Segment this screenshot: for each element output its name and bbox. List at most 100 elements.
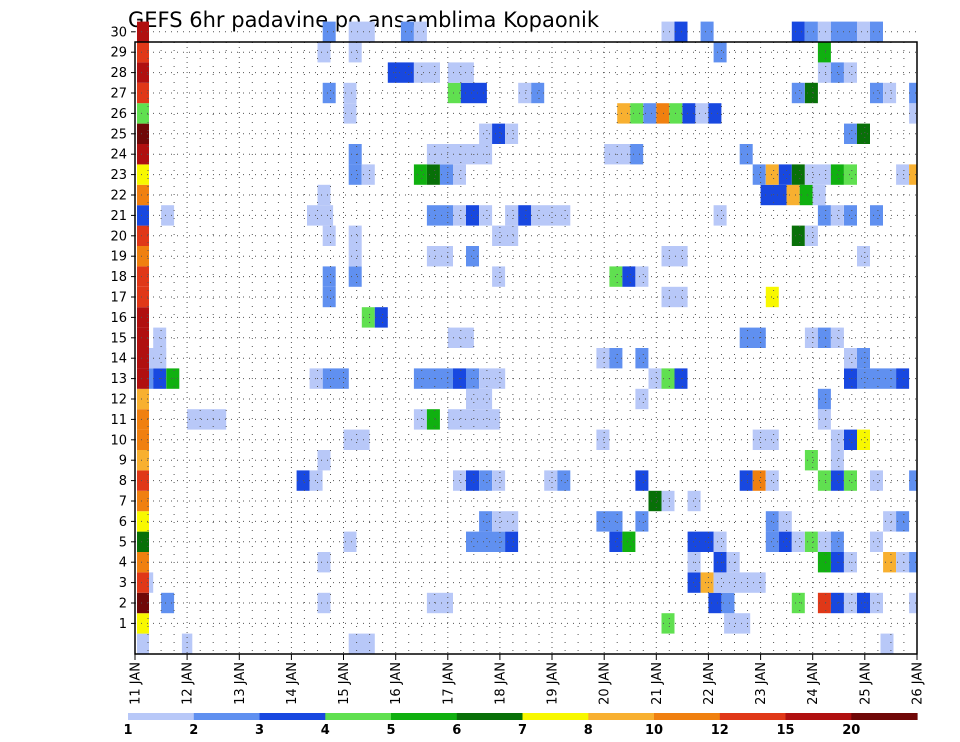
member-indicator (137, 490, 149, 512)
heatmap-cell (643, 103, 657, 124)
heatmap-cell (844, 592, 857, 614)
heatmap-cell (817, 42, 831, 63)
y-tick-label: 5 (119, 535, 127, 550)
member-indicator (137, 531, 149, 552)
heatmap-cell (804, 225, 818, 246)
heatmap-cell (708, 592, 722, 614)
heatmap-cell (635, 388, 649, 410)
heatmap-cell (447, 409, 500, 430)
heatmap-cell (870, 21, 883, 42)
heatmap-cell (661, 368, 675, 389)
heatmap-cell (317, 592, 331, 614)
colorbar-label: 5 (386, 723, 395, 738)
y-tick-label: 4 (119, 556, 127, 571)
y-tick-label: 11 (110, 413, 127, 428)
heatmap-cell (700, 21, 714, 42)
heatmap-cell (661, 286, 688, 308)
colorbar-segment (654, 713, 721, 720)
heatmap-cell (883, 82, 897, 104)
heatmap-cell (635, 348, 649, 369)
x-tick-label: 21 JAN (650, 662, 665, 705)
x-tick-label: 23 JAN (754, 662, 769, 705)
heatmap-cell (817, 327, 831, 348)
heatmap-cell (870, 470, 883, 491)
heatmap-cell (713, 42, 727, 63)
heatmap-cell (492, 511, 519, 532)
heatmap-cell (518, 205, 532, 226)
heatmap-cell (440, 164, 453, 185)
heatmap-cell (492, 123, 506, 144)
heatmap-cell (648, 490, 662, 512)
y-tick-label: 26 (110, 107, 127, 122)
heatmap-cell (857, 368, 897, 389)
colorbar-segment (128, 713, 195, 720)
member-indicator (137, 429, 149, 450)
colorbar-label: 7 (518, 723, 527, 738)
heatmap-cell (739, 470, 753, 491)
heatmap-cell (804, 164, 831, 185)
heatmap-cell (844, 552, 857, 573)
heatmap-cell (817, 388, 831, 410)
heatmap-cell (317, 450, 331, 471)
heatmap-cell (700, 572, 714, 593)
heatmap-cell (348, 42, 362, 63)
heatmap-cell (765, 531, 779, 552)
heatmap-cell (857, 348, 870, 369)
heatmap-cell (348, 21, 375, 42)
colorbar-segment (719, 713, 787, 720)
heatmap-cell (348, 164, 362, 185)
y-tick-label: 12 (110, 393, 127, 408)
heatmap-cell (778, 511, 792, 532)
heatmap-cell (817, 409, 831, 430)
x-tick-label: 14 JAN (285, 662, 300, 705)
y-tick-label: 18 (110, 270, 127, 285)
heatmap-cell (909, 164, 917, 185)
y-tick-label: 28 (110, 66, 127, 81)
y-tick-label: 29 (110, 46, 127, 61)
y-tick-label: 6 (119, 515, 127, 530)
colorbar-label: 20 (842, 723, 860, 738)
heatmap-cell (713, 205, 727, 226)
heatmap-cell (479, 511, 493, 532)
heatmap-cell (870, 205, 883, 226)
heatmap-cell (804, 450, 818, 471)
colorbar-label: 2 (189, 723, 198, 738)
colorbar-segment (259, 713, 326, 720)
heatmap-cell (166, 368, 180, 389)
heatmap-cell (687, 572, 701, 593)
heatmap-cell (322, 225, 336, 246)
heatmap-cell (804, 327, 818, 348)
heatmap-cell (844, 470, 857, 491)
heatmap-cell (909, 82, 917, 104)
x-tick-label: 11 JAN (129, 662, 144, 705)
y-tick-label: 25 (110, 127, 127, 142)
member-indicator (137, 205, 149, 226)
heatmap-cell (857, 429, 870, 450)
heatmap-cell (857, 246, 870, 267)
heatmap-cell (765, 470, 779, 491)
member-indicator (137, 286, 149, 308)
y-tick-label: 23 (110, 168, 127, 183)
member-indicator (137, 633, 149, 654)
heatmap-cell (426, 205, 453, 226)
heatmap-cell (687, 531, 714, 552)
heatmap-cell (622, 266, 636, 287)
heatmap-cell (317, 552, 331, 573)
heatmap-cell (896, 552, 910, 573)
y-tick-label: 1 (119, 617, 127, 632)
y-tick-label: 13 (110, 372, 127, 387)
member-indicator (137, 470, 149, 491)
heatmap-cell (426, 246, 453, 267)
heatmap-cell (804, 82, 818, 104)
heatmap-cell (413, 21, 427, 42)
colorbar-segment (522, 713, 589, 720)
heatmap-cell (343, 429, 370, 450)
colorbar-label: 3 (255, 723, 264, 738)
heatmap-cell (896, 368, 910, 389)
heatmap-cell (791, 592, 805, 614)
heatmap-cell (492, 225, 519, 246)
heatmap-cell (466, 368, 479, 389)
heatmap-cell (661, 21, 675, 42)
heatmap-cell (400, 21, 414, 42)
